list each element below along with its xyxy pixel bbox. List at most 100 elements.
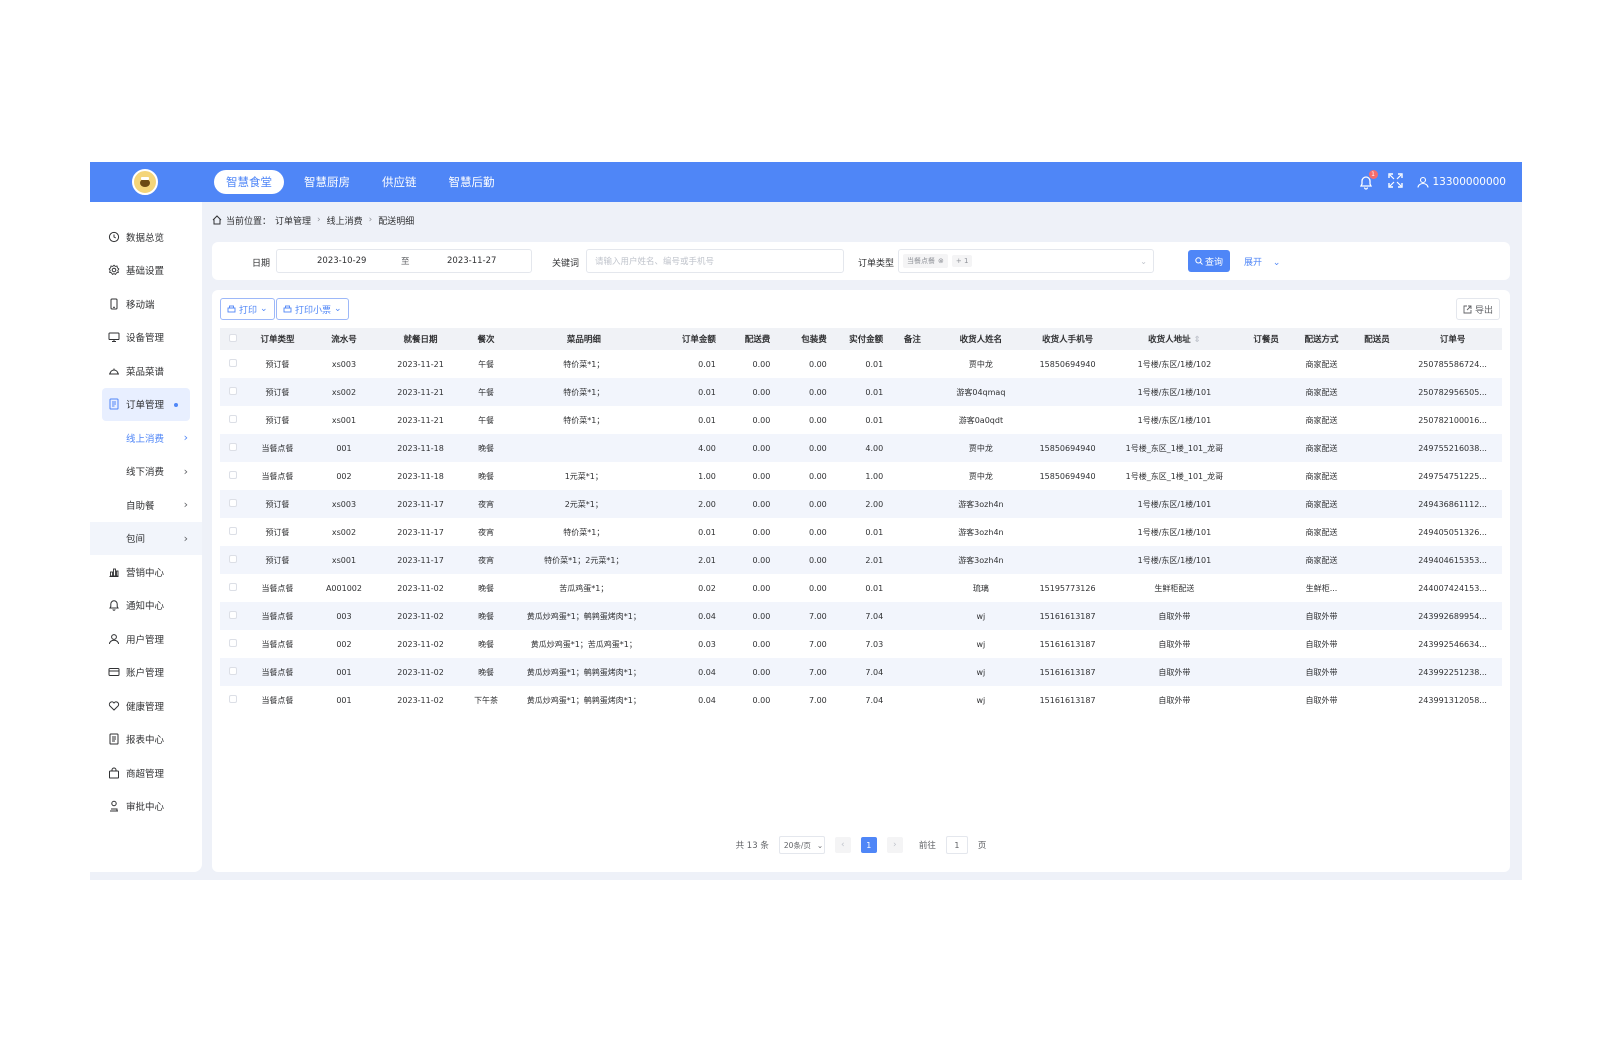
sort-icon[interactable]: ⇕ (1193, 335, 1201, 345)
printer-icon (283, 305, 292, 312)
page-size-select[interactable]: 20条/页 ⌄ (778, 836, 825, 854)
print-button[interactable]: 打印 ⌄ (220, 298, 275, 320)
table-row[interactable]: 当餐点餐 002 2023-11-02 晚餐 黄瓜炒鸡蛋*1；苦瓜鸡蛋*1； 0.03 0.… (220, 630, 1502, 658)
sidebar-item[interactable]: 审批中心 (90, 790, 202, 824)
sidebar-subitem[interactable]: 线下消费 › (90, 455, 202, 489)
heart-icon (108, 700, 120, 712)
query-button[interactable]: 查询 (1188, 250, 1230, 272)
prev-page-button[interactable]: ‹ (834, 837, 851, 853)
export-icon (1463, 305, 1472, 313)
table-cell (889, 406, 935, 434)
row-select-cell (220, 378, 247, 406)
top-nav-item[interactable]: 智慧后勤 (448, 175, 495, 189)
breadcrumb-item-online[interactable]: 线上消费 (326, 216, 363, 227)
orders-table: 订单类型 流水号 就餐日期 餐次 菜品明细 订单金额 配送费 包装费 实付金额 备注 收货人姓名 收货… (220, 328, 1502, 714)
sidebar-subitem-label: 线上消费 (126, 433, 165, 445)
fullscreen-button[interactable] (1387, 173, 1403, 191)
sidebar-item[interactable]: 基础设置 (90, 254, 202, 288)
keyword-input[interactable]: 请输入用户姓名、编号或手机号 (586, 249, 844, 273)
table-cell: 夜宵 (478, 527, 495, 537)
sidebar-subitem[interactable]: 包间 › (90, 521, 202, 555)
top-nav-item[interactable]: 智慧厨房 (304, 175, 350, 189)
sidebar-item[interactable]: 订单管理 (102, 387, 190, 421)
row-checkbox[interactable] (229, 639, 238, 647)
table-row[interactable]: 当餐点餐 001 2023-11-02 晚餐 黄瓜炒鸡蛋*1；鹌鹑蛋烤肉*1； 0.04 0… (220, 658, 1502, 686)
table-row[interactable]: 当餐点餐 A001002 2023-11-02 晚餐 苦瓜鸡蛋*1； 0.02 0.00 0.… (220, 574, 1502, 602)
table-cell: 7.04 (832, 602, 890, 630)
sidebar-subitem-label: 线下消费 (126, 467, 165, 479)
row-checkbox[interactable] (229, 695, 238, 703)
row-checkbox[interactable] (229, 415, 238, 423)
order-type-select[interactable]: 当餐点餐 ⊗ + 1 ⌄ (898, 249, 1154, 273)
table-row[interactable]: 预订餐 xs002 2023-11-21 午餐 特价菜*1； 0.01 0.00 0.00 0.… (220, 378, 1502, 406)
sidebar-subitem[interactable]: 线上消费 › (90, 421, 202, 455)
column-header: 配送费 (721, 328, 777, 350)
row-checkbox[interactable] (229, 555, 238, 563)
table-cell: 自取外带 (1305, 639, 1338, 649)
row-select-cell (220, 630, 246, 658)
table-row[interactable]: 预订餐 xs001 2023-11-17 夜宵 特价菜*1；2元菜*1； 2.01 0.00… (220, 546, 1502, 574)
select-all-cell (220, 328, 247, 350)
table-cell: 0.01 (865, 583, 884, 593)
table-row[interactable]: 当餐点餐 003 2023-11-02 晚餐 黄瓜炒鸡蛋*1；鹌鹑蛋烤肉*1； 0.04 0… (220, 602, 1502, 630)
card-icon (108, 666, 120, 678)
sidebar-item[interactable]: 健康管理 (90, 689, 202, 723)
table-row[interactable]: 预订餐 xs003 2023-11-21 午餐 特价菜*1； 0.01 0.00 0.00 0.… (220, 350, 1502, 378)
notification-button[interactable]: 1 (1358, 170, 1378, 190)
next-page-button[interactable]: › (886, 837, 903, 853)
table-cell (1351, 686, 1403, 714)
sidebar-item[interactable]: 移动端 (90, 287, 202, 321)
top-nav-item[interactable]: 智慧食堂 (214, 170, 284, 194)
table-row[interactable]: 当餐点餐 001 2023-11-18 晚餐 4.00 0.00 0.00 4.00 贾中龙 15… (220, 434, 1502, 462)
row-checkbox[interactable] (229, 527, 238, 535)
sidebar-item[interactable]: 报表中心 (90, 723, 202, 757)
print-ticket-button[interactable]: 打印小票 ⌄ (276, 298, 349, 320)
sidebar-item[interactable]: 菜品菜谱 (90, 354, 202, 388)
table-row[interactable]: 当餐点餐 001 2023-11-02 下午茶 黄瓜炒鸡蛋*1；鹌鹑蛋烤肉*1； 0.04… (220, 686, 1502, 714)
row-checkbox[interactable] (229, 359, 238, 367)
row-select-cell (220, 434, 247, 462)
sidebar-item[interactable]: 数据总览 (90, 220, 202, 254)
sidebar-item[interactable]: 账户管理 (90, 656, 202, 690)
tag-close-icon[interactable]: ⊗ (938, 257, 944, 265)
top-nav-item[interactable]: 供应链 (382, 175, 417, 189)
table-row[interactable]: 预订餐 xs001 2023-11-21 午餐 特价菜*1； 0.01 0.00 0.00 0.… (220, 406, 1502, 434)
row-checkbox[interactable] (229, 443, 238, 451)
page-number-current[interactable]: 1 (860, 837, 877, 853)
table-row[interactable]: 当餐点餐 002 2023-11-18 晚餐 1元菜*1； 1.00 0.00 0.00 1.0… (220, 462, 1502, 490)
row-checkbox[interactable] (229, 611, 238, 619)
row-checkbox[interactable] (229, 471, 238, 479)
sidebar-item[interactable]: 商超管理 (90, 756, 202, 790)
breadcrumb-item-order[interactable]: 订单管理 (275, 216, 312, 227)
column-header-label: 配送员 (1364, 335, 1390, 345)
sidebar-item[interactable]: 设备管理 (90, 321, 202, 355)
sidebar-item[interactable]: 通知中心 (90, 589, 202, 623)
sidebar-subitem[interactable]: 自助餐 › (90, 488, 202, 522)
row-checkbox[interactable] (229, 667, 238, 675)
row-checkbox[interactable] (229, 583, 238, 591)
table-cell: 生鲜柜... (1305, 583, 1338, 593)
user-menu[interactable]: 13300000000 (1416, 176, 1506, 188)
row-checkbox[interactable] (229, 387, 238, 395)
table-cell: 黄瓜炒鸡蛋*1；鹌鹑蛋烤肉*1； (510, 658, 658, 686)
select-all-checkbox[interactable] (229, 333, 238, 342)
row-checkbox[interactable] (229, 499, 238, 507)
order-type-tag-label: 当餐点餐 (907, 257, 935, 265)
top-bar: 智慧食堂 智慧厨房 供应链 智慧后勤 1 13300000000 (90, 162, 1522, 202)
table-cell (889, 434, 936, 462)
goto-page-input[interactable]: 1 (945, 836, 968, 854)
expand-button[interactable]: 展开 ⌄ (1244, 255, 1280, 268)
table-cell (1351, 518, 1403, 546)
table-row[interactable]: 预订餐 xs003 2023-11-17 夜宵 2元菜*1； 2.00 0.00 0.00 2.… (220, 490, 1502, 518)
date-start: 2023-10-29 (317, 256, 367, 266)
table-cell: 001 (336, 695, 352, 705)
table-row[interactable]: 预订餐 xs002 2023-11-17 夜宵 特价菜*1； 0.01 0.00 0.00 0.… (220, 518, 1502, 546)
row-select-cell (220, 602, 247, 630)
date-range-picker[interactable]: 2023-10-29 至 2023-11-27 (276, 249, 532, 273)
document-icon (108, 398, 120, 410)
sidebar-item[interactable]: 营销中心 (90, 555, 202, 589)
sidebar-item[interactable]: 用户管理 (90, 622, 202, 656)
gear-icon (108, 264, 120, 276)
export-button[interactable]: 导出 (1455, 298, 1500, 320)
sidebar-subitem-label: 包间 (126, 534, 146, 546)
